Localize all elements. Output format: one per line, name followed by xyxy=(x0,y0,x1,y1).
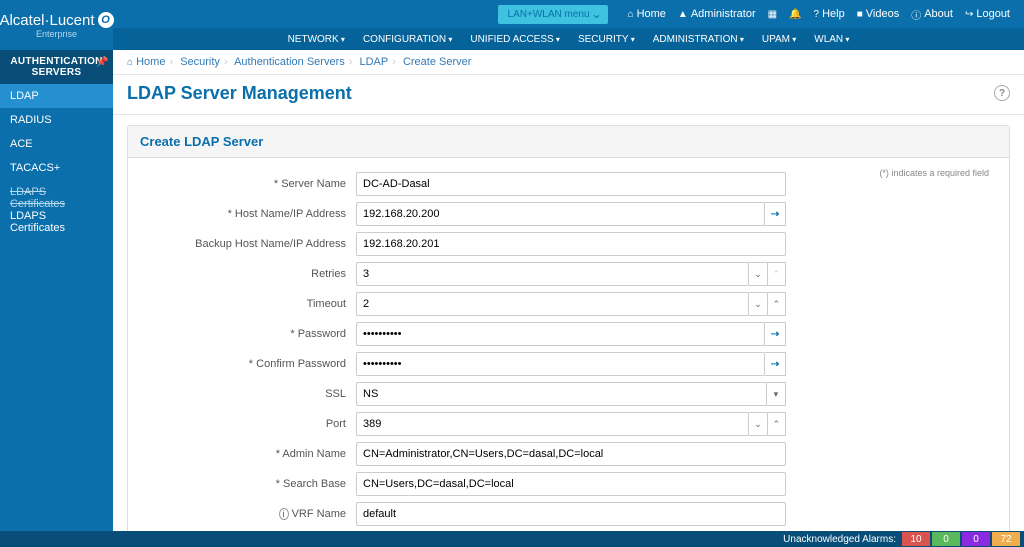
logout-icon: ↪ xyxy=(965,9,973,20)
brand-logo: Alcatel·LucentO Enterprise xyxy=(0,0,113,50)
port-up[interactable]: ⌃ xyxy=(768,412,786,436)
search-base-input[interactable] xyxy=(356,472,786,496)
menu-network[interactable]: NETWORK xyxy=(288,34,345,45)
status-bar: Unacknowledged Alarms: 10 0 0 72 xyxy=(0,531,1024,547)
menu-unified-access[interactable]: UNIFIED ACCESS xyxy=(470,34,560,45)
brand-icon: O xyxy=(98,12,114,28)
confirm-password-input[interactable] xyxy=(356,352,765,376)
label-vrf-name: i VRF Name xyxy=(136,508,356,520)
alarm-warning[interactable]: 72 xyxy=(992,532,1020,546)
crumb-security[interactable]: Security xyxy=(180,56,220,68)
menu-mode-select[interactable]: LAN+WLAN menu xyxy=(498,5,608,24)
alarm-info[interactable]: 0 xyxy=(962,532,990,546)
question-icon: ? xyxy=(814,9,820,20)
sidebar-header: AUTHENTICATION SERVERS 📌 xyxy=(0,50,113,84)
label-retries: Retries xyxy=(136,268,356,280)
host-name-input[interactable] xyxy=(356,202,765,226)
port-input[interactable] xyxy=(356,412,749,436)
breadcrumb: ⌂ Home› Security› Authentication Servers… xyxy=(113,50,1024,75)
timeout-down[interactable]: ⌄ xyxy=(749,292,767,316)
server-name-input[interactable] xyxy=(356,172,786,196)
label-server-name: * Server Name xyxy=(136,178,356,190)
crumb-ldap[interactable]: LDAP xyxy=(359,56,388,68)
confirm-password-action[interactable]: ⇢ xyxy=(765,352,786,376)
password-input[interactable] xyxy=(356,322,765,346)
retries-input[interactable] xyxy=(356,262,749,286)
label-timeout: Timeout xyxy=(136,298,356,310)
ssl-select[interactable] xyxy=(356,382,767,406)
alarms-label: Unacknowledged Alarms: xyxy=(783,534,896,545)
required-note: (*) indicates a required field xyxy=(879,168,989,178)
alarm-critical[interactable]: 10 xyxy=(902,532,930,546)
host-resolve-button[interactable]: ⇢ xyxy=(765,202,786,226)
content-area: ⌂ Home› Security› Authentication Servers… xyxy=(113,50,1024,531)
home-icon: ⌂ xyxy=(628,9,634,20)
timeout-up[interactable]: ⌃ xyxy=(768,292,786,316)
panel-title: Create LDAP Server xyxy=(128,126,1009,158)
menu-security[interactable]: SECURITY xyxy=(578,34,635,45)
retries-up[interactable]: ⌃ xyxy=(768,262,786,286)
backup-host-input[interactable] xyxy=(356,232,786,256)
alarm-ok[interactable]: 0 xyxy=(932,532,960,546)
crumb-auth-servers[interactable]: Authentication Servers xyxy=(234,56,345,68)
label-ssl: SSL xyxy=(136,388,356,400)
label-password: * Password xyxy=(136,328,356,340)
vrf-name-input[interactable] xyxy=(356,502,786,526)
label-backup-host: Backup Host Name/IP Address xyxy=(136,238,356,250)
menu-upam[interactable]: UPAM xyxy=(762,34,796,45)
label-search-base: * Search Base xyxy=(136,478,356,490)
admin-name-input[interactable] xyxy=(356,442,786,466)
sidebar-item-tacacs[interactable]: TACACS+ xyxy=(0,156,113,180)
top-bar: Alcatel·LucentO Enterprise LAN+WLAN menu… xyxy=(0,0,1024,50)
grid-icon[interactable]: ▦ xyxy=(768,9,777,20)
brand-sub: Enterprise xyxy=(36,29,77,39)
timeout-input[interactable] xyxy=(356,292,749,316)
sidebar-item-ace[interactable]: ACE xyxy=(0,132,113,156)
bell-icon[interactable]: 🔔 xyxy=(789,9,801,20)
label-admin-name: * Admin Name xyxy=(136,448,356,460)
about-link[interactable]: ⓘ About xyxy=(911,7,953,22)
info-icon: ⓘ xyxy=(911,7,921,22)
videos-link[interactable]: ■ Videos xyxy=(857,8,899,20)
page-title: LDAP Server Management ? xyxy=(113,75,1024,115)
form-panel: Create LDAP Server (*) indicates a requi… xyxy=(127,125,1010,531)
video-icon: ■ xyxy=(857,9,863,20)
sidebar: AUTHENTICATION SERVERS 📌 LDAP RADIUS ACE… xyxy=(0,50,113,531)
brand-title: Alcatel·Lucent xyxy=(0,12,95,29)
crumb-create-server[interactable]: Create Server xyxy=(403,56,471,68)
help-link[interactable]: ? Help xyxy=(814,8,845,20)
help-icon[interactable]: ? xyxy=(994,85,1010,101)
crumb-home[interactable]: Home xyxy=(136,56,165,68)
sidebar-item-ldap[interactable]: LDAP xyxy=(0,84,113,108)
admin-link[interactable]: ▲ Administrator xyxy=(678,8,756,20)
sidebar-item-ldaps-cert-old[interactable]: LDAPS Certificates xyxy=(0,180,113,210)
top-links: LAN+WLAN menu ⌂ Home ▲ Administrator ▦ 🔔… xyxy=(113,0,1024,28)
retries-down[interactable]: ⌄ xyxy=(749,262,767,286)
home-icon: ⌂ xyxy=(127,57,133,68)
password-action[interactable]: ⇢ xyxy=(765,322,786,346)
logout-link[interactable]: ↪ Logout xyxy=(965,8,1010,20)
sidebar-item-ldaps-cert[interactable]: LDAPS Certificates xyxy=(0,210,113,240)
label-confirm-password: * Confirm Password xyxy=(136,358,356,370)
menu-configuration[interactable]: CONFIGURATION xyxy=(363,34,452,45)
label-host: * Host Name/IP Address xyxy=(136,208,356,220)
sidebar-item-radius[interactable]: RADIUS xyxy=(0,108,113,132)
home-link[interactable]: ⌂ Home xyxy=(628,8,666,20)
menu-wlan[interactable]: WLAN xyxy=(814,34,849,45)
port-down[interactable]: ⌄ xyxy=(749,412,767,436)
user-icon: ▲ xyxy=(678,9,688,20)
ssl-dropdown[interactable]: ▾ xyxy=(767,382,786,406)
menu-administration[interactable]: ADMINISTRATION xyxy=(653,34,744,45)
main-menu: NETWORK CONFIGURATION UNIFIED ACCESS SEC… xyxy=(113,28,1024,50)
label-port: Port xyxy=(136,418,356,430)
pin-icon[interactable]: 📌 xyxy=(96,57,109,68)
